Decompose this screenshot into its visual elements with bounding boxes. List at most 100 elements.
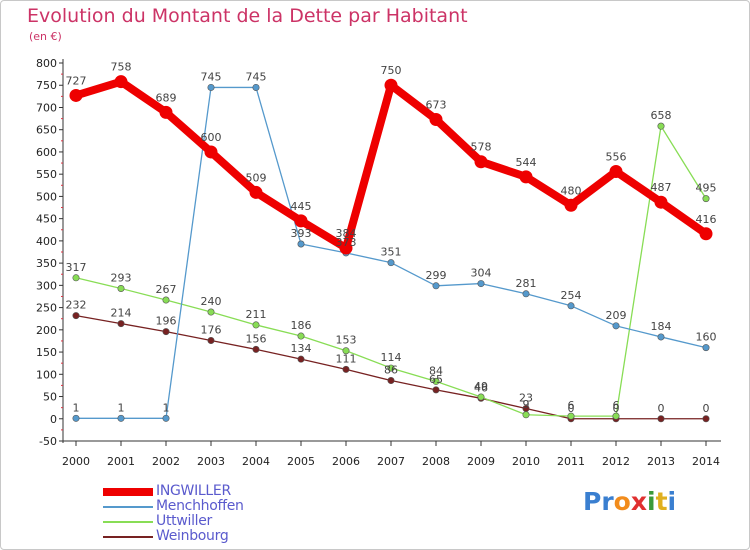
data-point-ingwiller[interactable] bbox=[249, 185, 263, 199]
proxiti-logo[interactable]: Proxiti bbox=[583, 487, 676, 516]
data-label-weinbourg: 156 bbox=[246, 332, 267, 345]
data-label-uttwiller: 49 bbox=[474, 380, 488, 393]
data-label-menchhoffen: 1 bbox=[73, 401, 80, 414]
data-point-menchhoffen[interactable] bbox=[612, 322, 620, 330]
data-point-weinbourg[interactable] bbox=[117, 320, 125, 328]
legend-label-uttwiller: Uttwiller bbox=[156, 513, 213, 529]
data-point-weinbourg[interactable] bbox=[207, 336, 215, 344]
data-label-menchhoffen: 351 bbox=[381, 246, 402, 259]
data-point-ingwiller[interactable] bbox=[474, 155, 488, 169]
data-point-menchhoffen[interactable] bbox=[657, 333, 665, 341]
data-point-uttwiller[interactable] bbox=[342, 347, 350, 355]
data-point-uttwiller[interactable] bbox=[567, 412, 575, 420]
logo-letter: i bbox=[667, 487, 677, 516]
data-point-ingwiller[interactable] bbox=[339, 241, 353, 255]
data-point-weinbourg[interactable] bbox=[297, 355, 305, 363]
data-point-menchhoffen[interactable] bbox=[72, 414, 80, 422]
data-point-ingwiller[interactable] bbox=[429, 112, 443, 126]
data-point-uttwiller[interactable] bbox=[252, 321, 260, 329]
data-point-ingwiller[interactable] bbox=[699, 227, 713, 241]
data-point-menchhoffen[interactable] bbox=[387, 259, 395, 267]
data-point-ingwiller[interactable] bbox=[114, 75, 128, 89]
data-label-ingwiller: 384 bbox=[336, 227, 357, 240]
y-tick-label: 300 bbox=[36, 279, 57, 292]
data-point-uttwiller[interactable] bbox=[117, 284, 125, 292]
data-point-weinbourg[interactable] bbox=[252, 345, 260, 353]
data-label-menchhoffen: 281 bbox=[516, 277, 537, 290]
data-label-menchhoffen: 745 bbox=[201, 70, 222, 83]
data-label-ingwiller: 578 bbox=[471, 141, 492, 154]
data-point-menchhoffen[interactable] bbox=[297, 240, 305, 248]
series-line-ingwiller[interactable] bbox=[72, 77, 710, 252]
data-point-uttwiller[interactable] bbox=[522, 411, 530, 419]
data-point-menchhoffen[interactable] bbox=[162, 414, 170, 422]
data-label-ingwiller: 758 bbox=[111, 61, 132, 74]
x-tick-label: 2001 bbox=[107, 455, 135, 468]
data-point-menchhoffen[interactable] bbox=[477, 280, 485, 288]
data-label-menchhoffen: 299 bbox=[426, 269, 447, 282]
data-point-uttwiller[interactable] bbox=[207, 308, 215, 316]
data-point-menchhoffen[interactable] bbox=[522, 290, 530, 298]
data-point-ingwiller[interactable] bbox=[159, 105, 173, 119]
data-point-uttwiller[interactable] bbox=[432, 377, 440, 385]
data-point-uttwiller[interactable] bbox=[477, 393, 485, 401]
data-label-uttwiller: 153 bbox=[336, 334, 357, 347]
data-label-weinbourg: 0 bbox=[613, 402, 620, 415]
x-tick-label: 2007 bbox=[377, 455, 405, 468]
data-point-uttwiller[interactable] bbox=[702, 195, 710, 203]
data-point-uttwiller[interactable] bbox=[72, 274, 80, 282]
data-point-menchhoffen[interactable] bbox=[567, 302, 575, 310]
y-tick-label: -50 bbox=[39, 435, 57, 448]
data-point-ingwiller[interactable] bbox=[384, 78, 398, 92]
data-point-ingwiller[interactable] bbox=[294, 214, 308, 228]
data-label-menchhoffen: 373 bbox=[336, 236, 357, 249]
data-point-uttwiller[interactable] bbox=[297, 332, 305, 340]
y-tick-label: 100 bbox=[36, 368, 57, 381]
data-label-uttwiller: 84 bbox=[429, 364, 443, 377]
data-point-weinbourg[interactable] bbox=[162, 328, 170, 336]
data-label-uttwiller: 317 bbox=[66, 261, 87, 274]
data-label-weinbourg: 65 bbox=[429, 373, 443, 386]
data-label-uttwiller: 211 bbox=[246, 308, 267, 321]
data-point-weinbourg[interactable] bbox=[387, 377, 395, 385]
data-label-ingwiller: 480 bbox=[561, 184, 582, 197]
data-point-weinbourg[interactable] bbox=[72, 312, 80, 320]
data-point-weinbourg[interactable] bbox=[432, 386, 440, 394]
x-tick-label: 2014 bbox=[692, 455, 720, 468]
data-label-ingwiller: 556 bbox=[606, 151, 627, 164]
legend-label-menchhoffen: Menchhoffen bbox=[156, 498, 244, 514]
data-point-ingwiller[interactable] bbox=[204, 145, 218, 159]
data-point-menchhoffen[interactable] bbox=[207, 83, 215, 91]
data-point-ingwiller[interactable] bbox=[609, 165, 623, 179]
data-point-menchhoffen[interactable] bbox=[252, 83, 260, 91]
y-tick-label: 750 bbox=[36, 79, 57, 92]
data-point-uttwiller[interactable] bbox=[162, 296, 170, 304]
data-point-ingwiller[interactable] bbox=[69, 88, 83, 102]
data-point-menchhoffen[interactable] bbox=[432, 282, 440, 290]
data-point-menchhoffen[interactable] bbox=[117, 414, 125, 422]
data-label-menchhoffen: 254 bbox=[561, 289, 582, 302]
y-tick-label: 400 bbox=[36, 235, 57, 248]
data-point-ingwiller[interactable] bbox=[519, 170, 533, 184]
data-point-uttwiller[interactable] bbox=[612, 412, 620, 420]
logo-letter: i bbox=[647, 487, 656, 516]
data-label-uttwiller: 495 bbox=[696, 182, 717, 195]
data-point-ingwiller[interactable] bbox=[654, 195, 668, 209]
y-tick-label: 550 bbox=[36, 168, 57, 181]
data-point-weinbourg[interactable] bbox=[342, 365, 350, 373]
data-label-weinbourg: 0 bbox=[568, 402, 575, 415]
data-label-menchhoffen: 1 bbox=[163, 401, 170, 414]
data-point-menchhoffen[interactable] bbox=[702, 344, 710, 352]
data-label-uttwiller: 6 bbox=[568, 399, 575, 412]
data-point-uttwiller[interactable] bbox=[657, 122, 665, 130]
y-tick-label: 450 bbox=[36, 213, 57, 226]
data-point-weinbourg[interactable] bbox=[702, 415, 710, 423]
data-point-uttwiller[interactable] bbox=[387, 364, 395, 372]
x-tick-label: 2011 bbox=[557, 455, 585, 468]
data-label-menchhoffen: 160 bbox=[696, 331, 717, 344]
data-point-weinbourg[interactable] bbox=[657, 415, 665, 423]
y-tick-label: 50 bbox=[43, 391, 57, 404]
data-point-ingwiller[interactable] bbox=[564, 198, 578, 212]
data-label-ingwiller: 487 bbox=[651, 181, 672, 194]
